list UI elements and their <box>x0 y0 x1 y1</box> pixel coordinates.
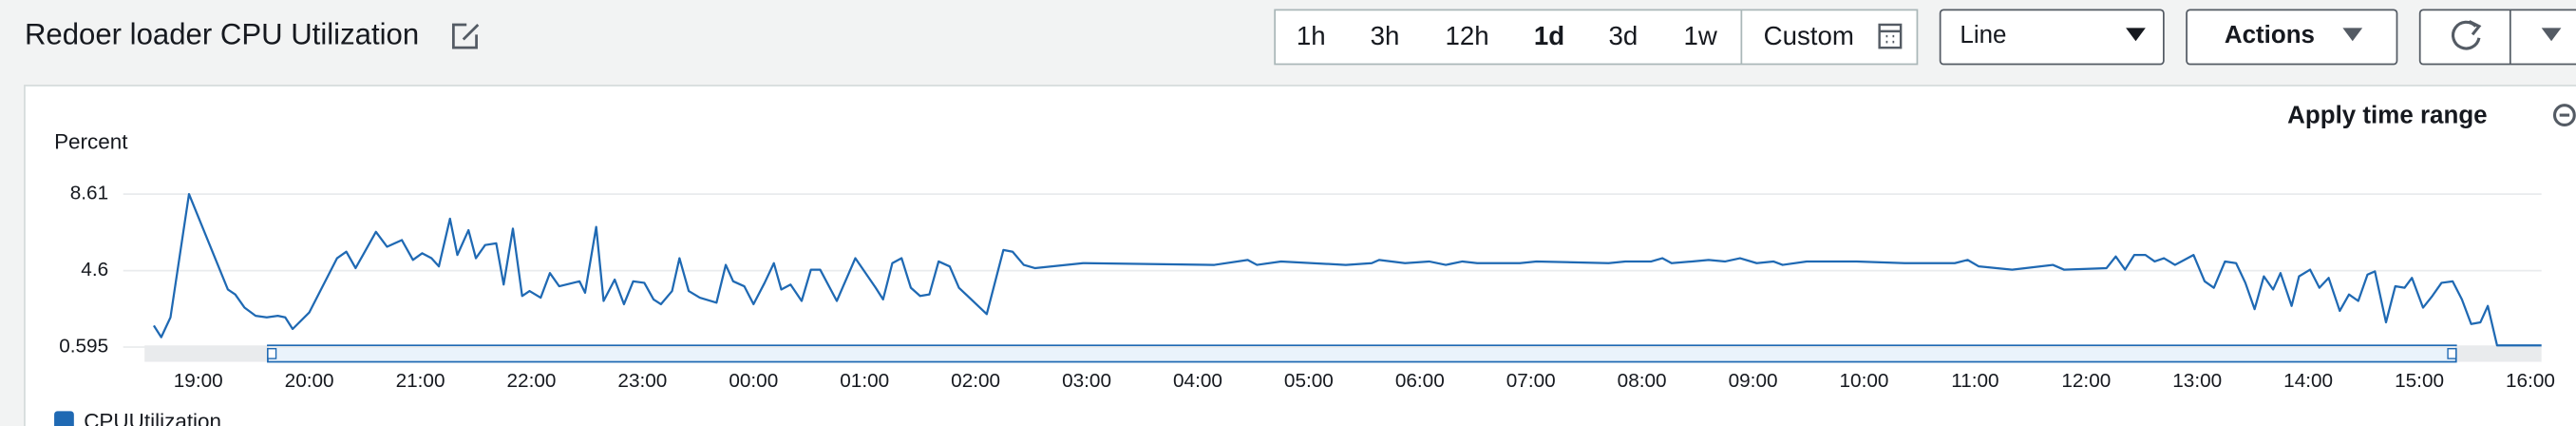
dropdown-arrow <box>2126 28 2146 42</box>
x-tick-label: 16:00 <box>2506 370 2555 392</box>
y-tick-label: 0.595 <box>59 335 108 357</box>
y-tick-label: 4.6 <box>81 259 108 281</box>
x-tick-label: 04:00 <box>1173 370 1222 392</box>
x-tick-label: 22:00 <box>506 370 556 392</box>
x-tick-label: 12:00 <box>2061 370 2111 392</box>
scrollbar-handle[interactable] <box>2447 347 2457 359</box>
dropdown-arrow <box>2342 28 2363 42</box>
time-range-group <box>1274 9 1919 66</box>
time-range-button[interactable]: Custom <box>1764 21 1854 50</box>
x-tick-label: 20:00 <box>285 370 334 392</box>
chart-panel <box>24 85 2576 426</box>
time-range-button[interactable]: 3h <box>1371 21 1400 50</box>
time-range-button[interactable]: 1w <box>1683 21 1717 50</box>
data-line <box>152 192 2542 347</box>
time-range-button[interactable]: 1h <box>1297 21 1326 50</box>
actions-label: Actions <box>2225 22 2315 48</box>
x-tick-label: 19:00 <box>174 370 223 392</box>
calendar-icon[interactable] <box>1878 23 1903 49</box>
scrollbar-handle[interactable] <box>267 347 277 359</box>
x-tick-label: 23:00 <box>617 370 667 392</box>
x-tick-label: 09:00 <box>1729 370 1778 392</box>
time-range-button[interactable]: 3d <box>1608 21 1638 50</box>
edit-icon[interactable] <box>451 23 480 49</box>
apply-time-range[interactable]: Apply time range <box>2287 103 2487 129</box>
x-tick-label: 02:00 <box>951 370 1000 392</box>
legend-swatch <box>54 411 74 426</box>
x-tick-label: 01:00 <box>840 370 889 392</box>
chart-style-label: Line <box>1960 22 2006 48</box>
zoom-out-icon[interactable] <box>2552 104 2576 127</box>
refresh-icon <box>2452 20 2481 50</box>
time-range-button[interactable]: 12h <box>1445 21 1488 50</box>
x-tick-label: 03:00 <box>1062 370 1111 392</box>
dropdown-arrow <box>2541 28 2562 42</box>
x-tick-label: 05:00 <box>1284 370 1334 392</box>
x-tick-label: 15:00 <box>2395 370 2444 392</box>
widget-title: Redoer loader CPU Utilization <box>25 17 419 50</box>
x-tick-label: 07:00 <box>1506 370 1556 392</box>
x-tick-label: 00:00 <box>729 370 778 392</box>
x-tick-label: 14:00 <box>2283 370 2333 392</box>
x-tick-label: 21:00 <box>396 370 445 392</box>
legend-label: CPUUtilization <box>84 409 221 426</box>
x-tick-label: 13:00 <box>2172 370 2222 392</box>
actions-button[interactable] <box>2186 9 2398 66</box>
chart-style-select[interactable] <box>1939 9 2165 66</box>
y-axis-label: Percent <box>54 129 128 153</box>
x-tick-label: 06:00 <box>1395 370 1445 392</box>
x-tick-label: 08:00 <box>1618 370 1667 392</box>
x-tick-label: 11:00 <box>1951 370 1998 392</box>
time-range-button[interactable]: 1d <box>1534 21 1564 50</box>
x-tick-label: 10:00 <box>1840 370 1889 392</box>
refresh-icon <box>2468 20 2482 36</box>
y-tick-label: 8.61 <box>70 183 108 204</box>
